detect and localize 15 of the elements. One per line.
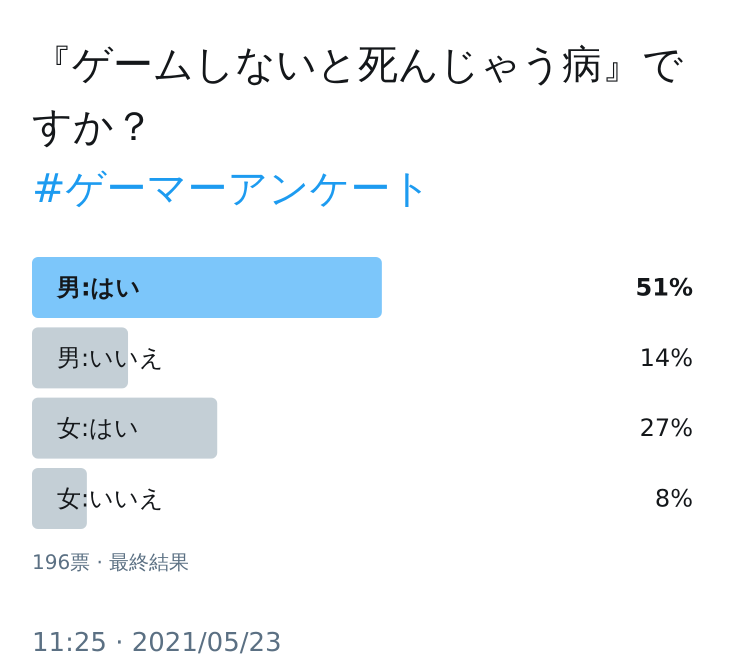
data-label: 14%: [640, 344, 693, 372]
y-tick-label: 女:はい: [57, 414, 140, 442]
y-tick-label: 男:はい: [56, 274, 141, 302]
text: 11:25 · 2021/05/23: [32, 628, 282, 658]
data-label: 51%: [636, 274, 693, 302]
text: 196票 · 最終結果: [32, 550, 190, 574]
bar: [32, 257, 382, 318]
data-label: 8%: [654, 484, 693, 512]
chart-title: 『ゲームしないと死んじゃう病』ですか？: [32, 42, 683, 150]
chart-subtitle: #ゲーマーアンケート: [32, 166, 432, 212]
bar: [32, 468, 87, 529]
data-label: 27%: [640, 414, 693, 442]
bar: [32, 398, 218, 459]
y-tick-label: 男:いいえ: [57, 344, 164, 372]
y-tick-label: 女:いいえ: [57, 484, 164, 512]
